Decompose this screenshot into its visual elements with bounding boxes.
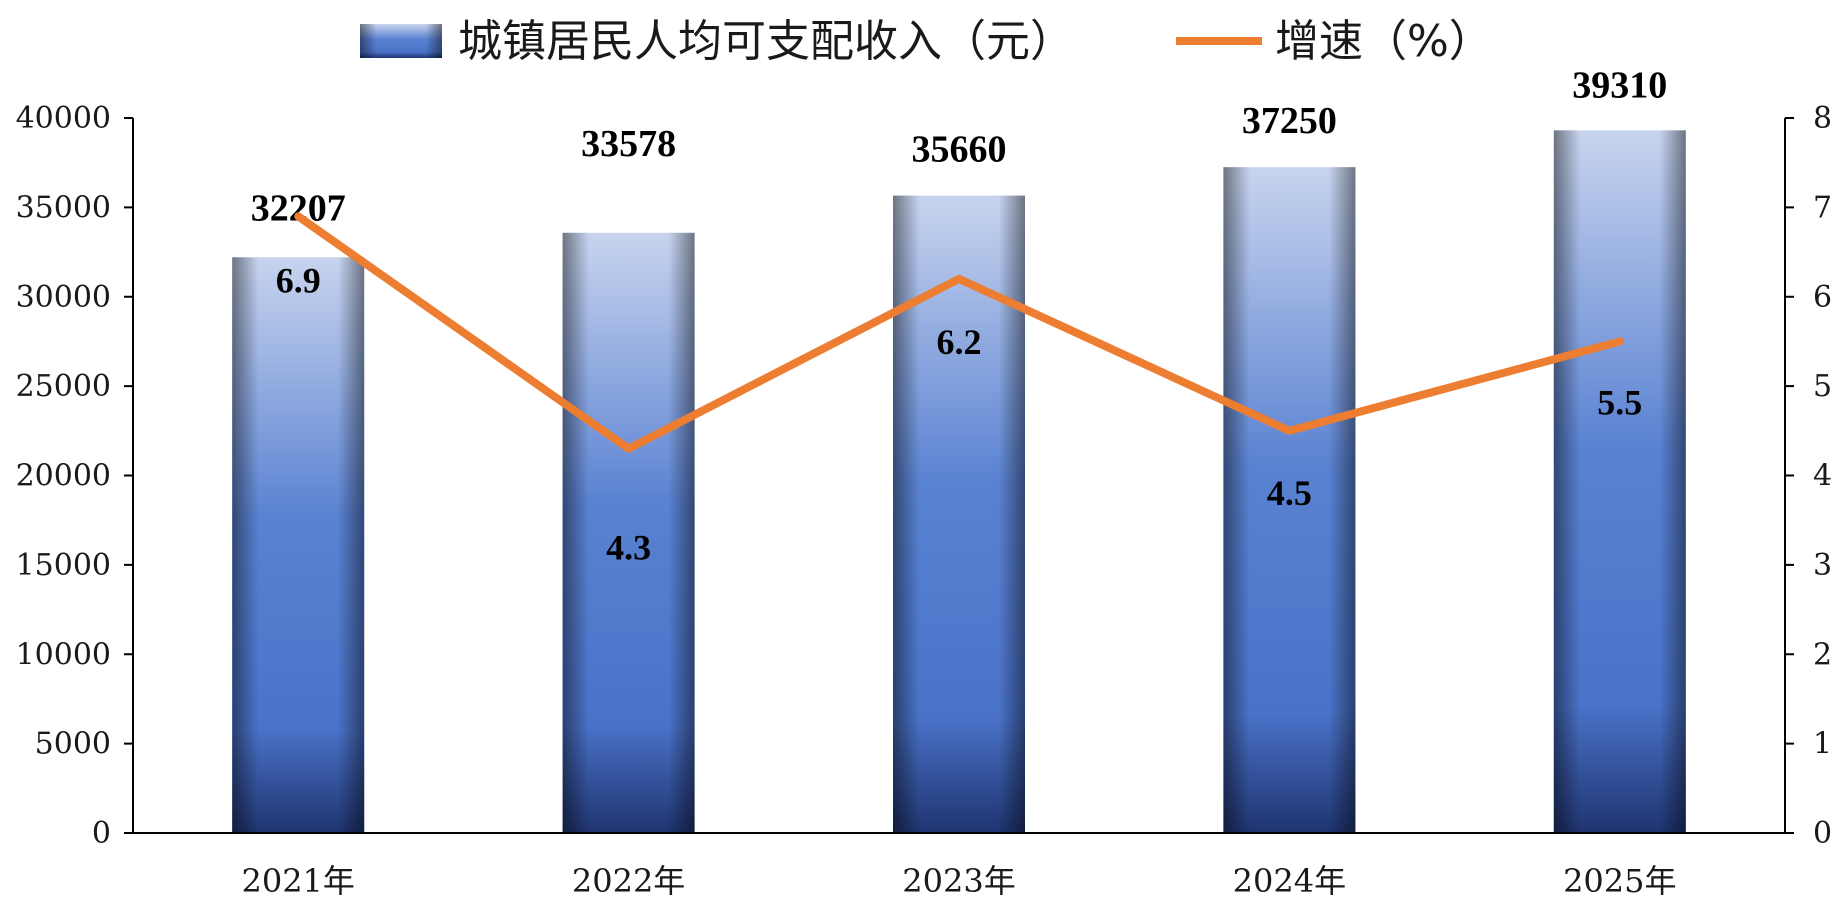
left-tick-label: 10000	[16, 637, 111, 672]
income-bar-label: 37250	[1242, 100, 1337, 142]
left-tick-label: 0	[92, 816, 111, 851]
right-axis: 0 1 2 3 4 5 6 7 8	[1784, 101, 1832, 851]
x-tick-label: 2023年	[902, 862, 1015, 900]
right-tick-label: 2	[1813, 637, 1832, 672]
growth-point-label: 6.9	[276, 260, 321, 300]
income-bar-shade	[232, 257, 365, 833]
bar-series: 32207 33578 35660 37250 39310	[232, 64, 1686, 834]
right-tick-label: 0	[1813, 816, 1832, 851]
growth-line	[294, 212, 1624, 453]
left-tick-label: 35000	[16, 190, 111, 225]
left-axis: 0 5000 10000 15000 20000 25000 30000 35000 40000	[16, 101, 134, 851]
legend: 城镇居民人均可支配收入（元） 增速（%）	[360, 16, 1493, 67]
income-bar-label: 33578	[581, 123, 676, 165]
income-bar-shade	[893, 195, 1025, 833]
right-tick-label: 1	[1813, 727, 1832, 762]
growth-point-label: 4.3	[606, 528, 651, 568]
x-axis: 2021年 2022年 2023年 2024年 2025年	[133, 832, 1785, 900]
left-tick-label: 15000	[16, 548, 111, 583]
left-tick-label: 30000	[16, 280, 111, 315]
right-tick-label: 7	[1813, 190, 1832, 225]
legend-label-income: 城镇居民人均可支配收入（元）	[458, 16, 1074, 67]
right-tick-label: 8	[1813, 101, 1832, 136]
growth-point-label: 6.2	[937, 322, 982, 362]
legend-label-growth: 增速（%）	[1275, 16, 1493, 67]
growth-point-label: 5.5	[1597, 382, 1642, 422]
left-tick-label: 40000	[16, 101, 111, 136]
x-tick-label: 2025年	[1563, 862, 1676, 900]
income-bar-label: 39310	[1572, 64, 1667, 106]
income-bar-label: 35660	[912, 129, 1007, 171]
legend-swatch-income-shade	[360, 24, 442, 58]
x-tick-label: 2021年	[241, 862, 354, 900]
right-tick-label: 3	[1813, 548, 1832, 583]
income-bar-label: 32207	[251, 187, 346, 229]
right-tick-label: 6	[1813, 280, 1832, 315]
left-tick-label: 20000	[16, 459, 111, 494]
income-bar-shade	[1223, 167, 1356, 833]
right-tick-label: 5	[1813, 369, 1832, 404]
x-tick-label: 2024年	[1233, 862, 1346, 900]
income-bar-shade	[562, 232, 695, 834]
left-tick-label: 25000	[16, 369, 111, 404]
income-bar-shade	[1553, 130, 1686, 834]
left-tick-label: 5000	[35, 727, 111, 762]
line-series: 6.9 4.3 6.2 4.5 5.5	[276, 212, 1642, 568]
x-tick-label: 2022年	[572, 862, 685, 900]
right-tick-label: 4	[1813, 459, 1832, 494]
growth-point-label: 4.5	[1267, 473, 1312, 513]
